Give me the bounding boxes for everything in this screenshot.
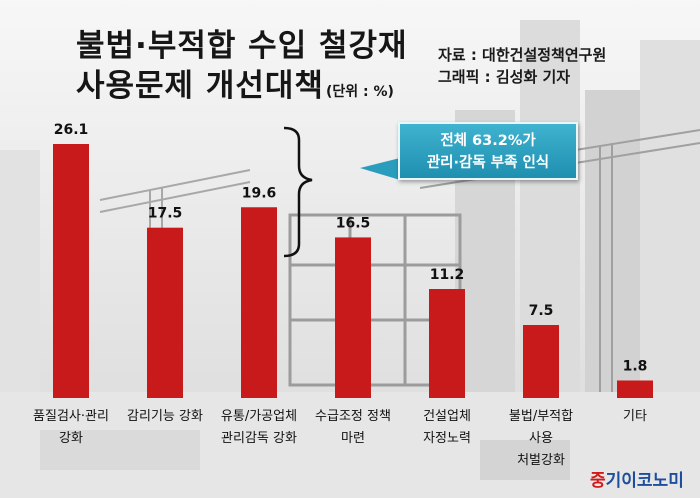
category-label-3-line-1: 유통/가공업체 [221,409,297,424]
category-label-5-line-2: 자정노력 [423,431,471,446]
bar-2 [147,227,183,398]
value-label-7: 1.8 [623,358,648,374]
callout-line1: 전체 63.2%가 [440,133,536,149]
category-label-1-line-2: 강화 [59,431,83,446]
category-label-4-line-2: 마련 [341,431,365,446]
chart-title-line1: 불법·부적합 수입 철강재 [76,28,408,64]
callout-box: 전체 63.2%가 관리·감독 부족 인식 [398,122,578,180]
category-label-6-line-1: 불법/부적합 [509,409,573,424]
chart-title-line2: 사용문제 개선대책 (단위 : %) [76,60,394,105]
value-label-3: 19.6 [242,185,277,201]
value-label-1: 26.1 [54,122,89,138]
callout-line2: 관리·감독 부족 인식 [426,155,550,171]
source-credit: 자료 : 대한건설정책연구원 [438,46,607,64]
bar-4 [335,237,371,398]
bar-6 [523,325,559,398]
category-label-6-line-3: 처벌강화 [517,453,565,468]
bar-5 [429,289,465,398]
logo-part2: 기이코노미 [605,471,684,491]
value-label-2: 17.5 [148,206,183,222]
category-label-5-line-1: 건설업체 [423,409,471,424]
bar-1 [53,144,89,398]
bar-3 [241,207,277,398]
logo-part1: 중 [590,471,606,491]
value-label-4: 16.5 [336,215,371,231]
unit-label: (단위 : %) [325,84,394,100]
value-label-6: 7.5 [529,303,554,319]
category-label-3-line-2: 관리감독 강화 [221,431,297,446]
category-label-1-line-1: 품질검사·관리 [33,409,109,424]
graphic-credit: 그래픽 : 김성화 기자 [438,68,571,86]
group-bracket [283,126,313,258]
category-label-7-line-1: 기타 [623,409,647,424]
value-label-5: 11.2 [430,267,465,283]
title-line2-text: 사용문제 개선대책 [76,68,324,104]
category-label-6-line-2: 사용 [529,431,553,446]
category-label-2-line-1: 감리기능 강화 [127,409,203,424]
category-label-4-line-1: 수급조정 정책 [315,409,391,424]
callout-pointer [360,158,400,180]
bar-7 [617,380,653,398]
publisher-logo: 중기이코노미 [590,466,684,491]
